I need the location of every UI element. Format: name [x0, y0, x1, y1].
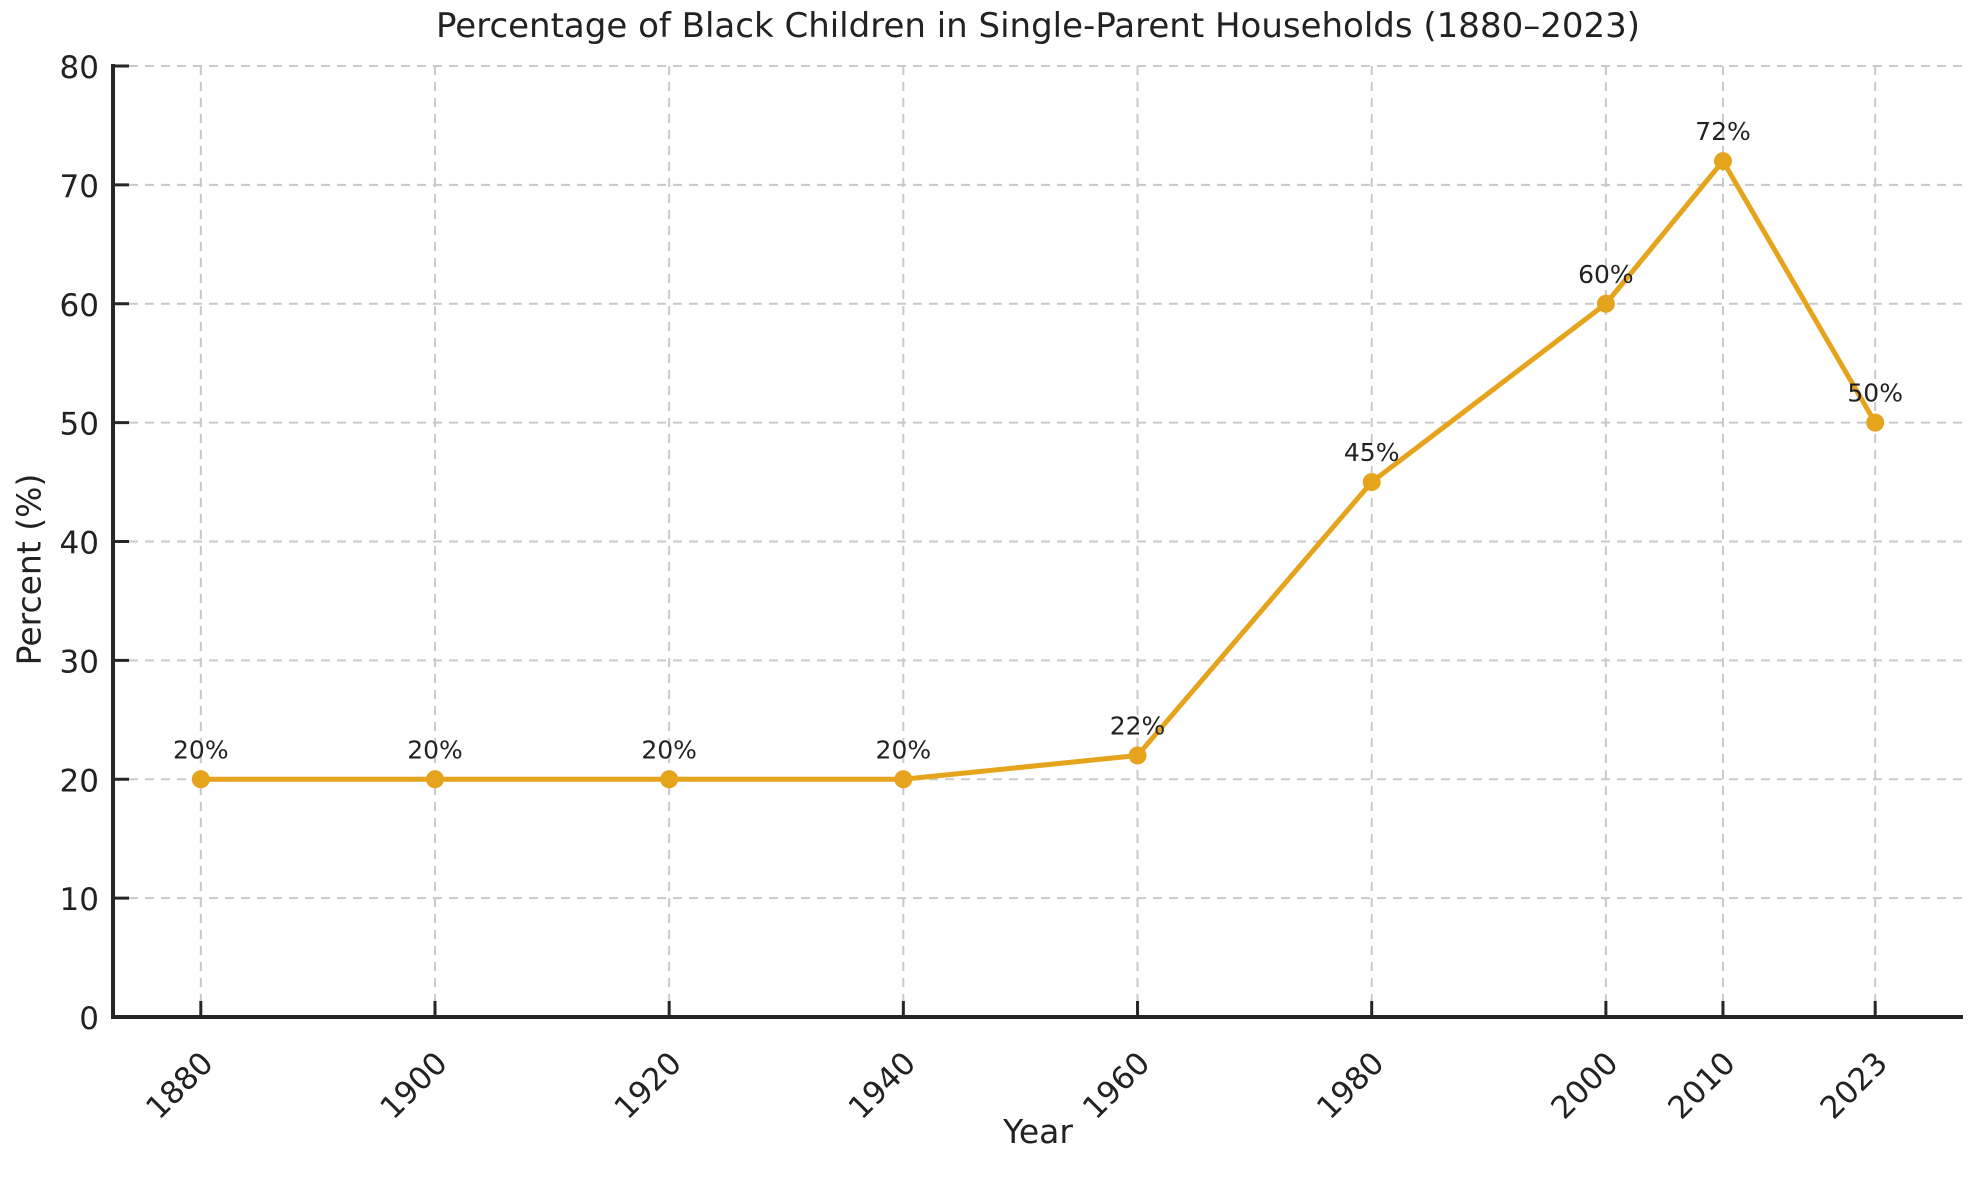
y-tick-label: 20: [60, 763, 99, 799]
y-tick-label: 10: [60, 882, 99, 918]
y-tick-label: 40: [60, 526, 99, 562]
data-point-marker: [1128, 746, 1147, 765]
data-point-marker: [894, 770, 913, 789]
data-point-marker: [1596, 294, 1615, 313]
y-tick-label: 50: [60, 407, 99, 443]
y-axis-title: Percent (%): [9, 473, 49, 666]
data-line: [198, 158, 1878, 782]
data-point-marker: [425, 770, 444, 789]
y-tick-label: 70: [60, 169, 99, 205]
data-point-marker: [1866, 413, 1885, 432]
data-point-marker: [1362, 473, 1381, 492]
chart-title: Percentage of Black Children in Single-P…: [436, 6, 1640, 46]
data-point-label: 60%: [1578, 260, 1634, 289]
data-point-label: 20%: [876, 735, 932, 764]
y-tick-label: 60: [60, 288, 99, 324]
y-tick-label: 0: [79, 1001, 99, 1037]
data-point-marker: [191, 770, 210, 789]
data-point-marker: [1713, 152, 1732, 171]
y-tick-label: 80: [60, 50, 99, 86]
data-point-label: 50%: [1847, 379, 1903, 408]
data-point-label: 20%: [641, 735, 697, 764]
data-point-label: 20%: [173, 735, 229, 764]
data-point-label: 45%: [1344, 438, 1400, 467]
x-axis-title: Year: [1003, 1112, 1073, 1151]
data-point-label: 22%: [1110, 711, 1166, 740]
data-point-marker: [660, 770, 679, 789]
data-point-label: 20%: [407, 735, 463, 764]
data-point-label: 72%: [1695, 117, 1751, 146]
y-tick-label: 30: [60, 644, 99, 680]
